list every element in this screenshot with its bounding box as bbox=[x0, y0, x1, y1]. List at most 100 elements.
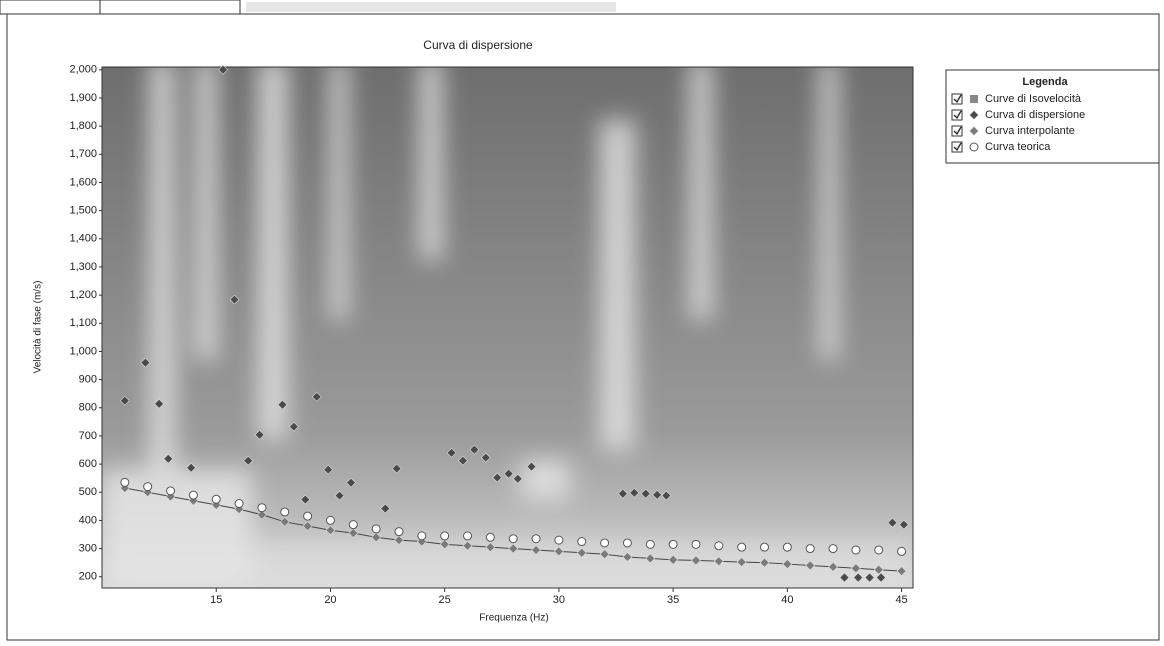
point bbox=[691, 555, 701, 566]
point bbox=[303, 511, 313, 521]
point bbox=[371, 532, 382, 543]
y-tick-label: 500 bbox=[79, 486, 97, 498]
point bbox=[469, 444, 480, 455]
point bbox=[163, 453, 174, 464]
x-tick-label: 45 bbox=[895, 594, 907, 606]
point bbox=[759, 557, 770, 568]
point bbox=[652, 489, 663, 500]
point bbox=[346, 477, 356, 488]
y-tick-label: 1,000 bbox=[69, 345, 97, 357]
legend-check bbox=[953, 142, 962, 152]
toolbar-field bbox=[246, 2, 616, 12]
point bbox=[394, 535, 404, 546]
point bbox=[691, 539, 701, 549]
point bbox=[485, 532, 495, 542]
point bbox=[828, 544, 838, 554]
legend-title: Legenda bbox=[1022, 76, 1068, 88]
legend-check bbox=[953, 126, 962, 136]
point bbox=[463, 531, 473, 541]
y-tick-label: 300 bbox=[79, 542, 97, 554]
point bbox=[640, 488, 651, 499]
point bbox=[439, 539, 450, 550]
point bbox=[805, 544, 815, 554]
point bbox=[371, 524, 381, 534]
point bbox=[119, 483, 130, 493]
point bbox=[896, 566, 907, 577]
y-tick-label: 1,200 bbox=[69, 289, 97, 301]
x-tick-label: 20 bbox=[324, 594, 336, 606]
x-tick-label: 35 bbox=[667, 594, 679, 606]
point bbox=[218, 64, 229, 75]
point bbox=[713, 556, 724, 567]
point bbox=[254, 429, 265, 440]
point bbox=[668, 554, 679, 565]
point bbox=[760, 542, 770, 552]
y-tick-label: 200 bbox=[79, 571, 97, 583]
y-tick-label: 400 bbox=[79, 514, 97, 526]
legend-label: Curva teorica bbox=[985, 141, 1051, 153]
y-tick-label: 1,900 bbox=[69, 92, 97, 104]
point bbox=[876, 572, 886, 583]
point bbox=[234, 499, 244, 509]
point bbox=[873, 564, 884, 575]
point bbox=[211, 494, 221, 504]
point bbox=[256, 509, 267, 520]
point bbox=[553, 546, 564, 557]
point bbox=[280, 507, 290, 517]
legend-label: Curve di Isovelocità bbox=[985, 93, 1082, 105]
point bbox=[600, 538, 610, 548]
legend-marker bbox=[969, 110, 979, 120]
point bbox=[492, 472, 503, 483]
point bbox=[668, 539, 678, 549]
y-tick-label: 600 bbox=[79, 458, 97, 470]
point bbox=[554, 535, 564, 545]
y-tick-label: 1,300 bbox=[69, 261, 97, 273]
point bbox=[622, 538, 632, 548]
legend-marker bbox=[969, 142, 979, 152]
x-tick-label: 15 bbox=[210, 594, 222, 606]
y-tick-label: 800 bbox=[79, 402, 97, 414]
x-tick-label: 30 bbox=[553, 594, 565, 606]
point bbox=[898, 519, 909, 530]
y-axis-label: Velocità di fase (m/s) bbox=[33, 281, 44, 374]
point bbox=[417, 531, 427, 541]
point bbox=[348, 520, 358, 530]
point bbox=[782, 542, 792, 552]
point bbox=[243, 455, 254, 466]
point bbox=[462, 540, 473, 551]
x-tick-label: 25 bbox=[439, 594, 451, 606]
point bbox=[645, 553, 656, 564]
point bbox=[512, 473, 523, 484]
point bbox=[154, 398, 165, 409]
point bbox=[736, 557, 747, 568]
legend-label: Curva interpolante bbox=[985, 125, 1075, 137]
point bbox=[599, 549, 610, 560]
point bbox=[166, 486, 176, 496]
point bbox=[828, 561, 838, 572]
point bbox=[325, 525, 336, 536]
point bbox=[864, 572, 875, 583]
point bbox=[645, 539, 655, 549]
y-tick-label: 1,700 bbox=[69, 148, 97, 160]
point bbox=[508, 534, 518, 544]
legend-check bbox=[953, 94, 962, 104]
point bbox=[300, 494, 311, 505]
point bbox=[288, 421, 299, 432]
point bbox=[503, 468, 514, 479]
point bbox=[446, 447, 457, 458]
point bbox=[526, 461, 537, 472]
legend-marker bbox=[969, 126, 979, 136]
y-tick-label: 1,500 bbox=[69, 205, 97, 217]
legend-checkbox bbox=[951, 141, 963, 153]
point bbox=[737, 542, 747, 552]
point bbox=[186, 462, 197, 473]
point bbox=[140, 357, 151, 368]
point bbox=[480, 452, 491, 463]
point bbox=[617, 488, 628, 499]
point bbox=[508, 543, 519, 554]
legend-checkbox bbox=[951, 125, 963, 137]
legend-checkbox bbox=[951, 109, 963, 121]
point bbox=[143, 482, 153, 492]
point bbox=[120, 477, 130, 487]
point bbox=[661, 490, 672, 501]
